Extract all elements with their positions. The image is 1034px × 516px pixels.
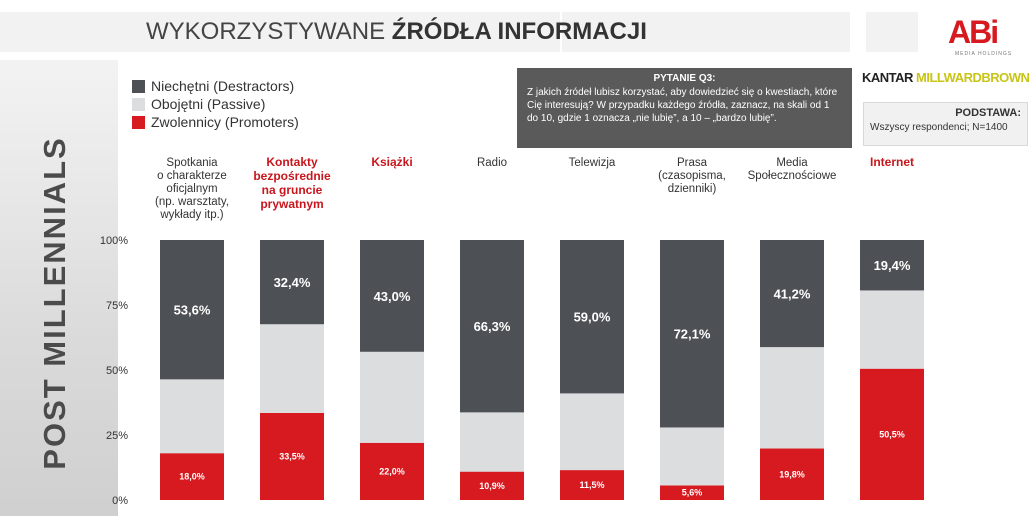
question-text: Z jakich źródeł lubisz korzystać, aby do… bbox=[527, 87, 838, 124]
legend-item-passive: Obojętni (Passive) bbox=[132, 95, 299, 113]
bar-segment-passive bbox=[460, 412, 524, 472]
bar-segment-promoters bbox=[660, 485, 724, 500]
category-label: Spotkania bbox=[166, 157, 218, 169]
legend-swatch-passive bbox=[132, 97, 145, 111]
bar-segment-promoters bbox=[560, 470, 624, 500]
category-label: Prasa bbox=[677, 157, 708, 169]
y-tick-label: 25% bbox=[106, 430, 128, 442]
category-label: dzienniki) bbox=[668, 183, 717, 195]
bar-segment-destractors bbox=[460, 240, 524, 413]
category-label: oficjalnym bbox=[166, 183, 217, 195]
title-bar-segment bbox=[866, 12, 918, 52]
category-label: Społecznościowe bbox=[748, 170, 837, 182]
category-label: o charakterze bbox=[157, 170, 227, 182]
bar-segment-passive bbox=[360, 351, 424, 443]
title-bar-segment bbox=[562, 12, 850, 52]
bar-segment-passive bbox=[260, 324, 324, 413]
category-label: Książki bbox=[371, 155, 412, 169]
data-label-promoters: 18,0% bbox=[179, 472, 205, 482]
bar-segment-promoters bbox=[860, 368, 924, 500]
bar-segment-destractors bbox=[360, 240, 424, 352]
data-label-promoters: 5,6% bbox=[682, 488, 703, 498]
bar-segment-destractors bbox=[160, 240, 224, 380]
data-label-promoters: 19,8% bbox=[779, 469, 805, 479]
category-label: Radio bbox=[477, 157, 507, 169]
bar-segment-passive bbox=[160, 379, 224, 454]
data-label-destractors: 41,2% bbox=[774, 287, 811, 302]
base-text: Wszyscy respondenci; N=1400 bbox=[870, 122, 1008, 133]
category-label: prywatnym bbox=[260, 197, 323, 211]
data-label-destractors: 32,4% bbox=[274, 275, 311, 290]
abi-logo-subtitle: MEDIA HOLDINGS bbox=[955, 51, 1013, 57]
data-label-destractors: 43,0% bbox=[374, 289, 411, 304]
bar-segment-destractors bbox=[260, 240, 324, 325]
data-label-promoters: 10,9% bbox=[479, 481, 505, 491]
legend-swatch-promoters bbox=[132, 115, 145, 129]
question-heading: PYTANIE Q3: bbox=[653, 73, 716, 84]
category-label: bezpośrednie bbox=[253, 169, 331, 183]
kantar-logo-text: KANTAR bbox=[862, 70, 913, 85]
bar-segment-destractors bbox=[760, 240, 824, 348]
bar-segment-promoters bbox=[460, 471, 524, 500]
data-label-destractors: 53,6% bbox=[174, 303, 211, 318]
base-box: PODSTAWA: Wszyscy respondenci; N=1400 bbox=[863, 102, 1028, 146]
category-label: wykłady itp.) bbox=[159, 209, 223, 221]
title-bar bbox=[0, 12, 560, 52]
background-photo bbox=[0, 60, 118, 516]
page-title-bold: ŹRÓDŁA INFORMACJI bbox=[391, 18, 647, 45]
category-label: Telewizja bbox=[569, 157, 616, 169]
legend-swatch-destractors bbox=[132, 79, 145, 93]
y-tick-label: 50% bbox=[106, 365, 128, 377]
bar-segment-promoters bbox=[360, 442, 424, 500]
base-heading: PODSTAWA: bbox=[955, 107, 1021, 119]
page-title-normal: WYKORZYSTYWANE bbox=[146, 18, 386, 45]
question-box: PYTANIE Q3: Z jakich źródeł lubisz korzy… bbox=[517, 68, 852, 148]
data-label-destractors: 72,1% bbox=[674, 327, 711, 342]
chart-legend: Niechętni (Destractors) Obojętni (Passiv… bbox=[132, 77, 299, 131]
y-tick-label: 100% bbox=[100, 235, 128, 247]
legend-label-destractors: Niechętni (Destractors) bbox=[151, 78, 295, 94]
legend-item-promoters: Zwolennicy (Promoters) bbox=[132, 113, 299, 131]
bar-segment-promoters bbox=[160, 453, 224, 500]
y-tick-label: 75% bbox=[106, 300, 128, 312]
data-label-promoters: 50,5% bbox=[879, 429, 905, 439]
data-label-promoters: 22,0% bbox=[379, 466, 405, 476]
data-label-destractors: 59,0% bbox=[574, 310, 611, 325]
bar-segment-passive bbox=[860, 290, 924, 369]
legend-label-promoters: Zwolennicy (Promoters) bbox=[151, 114, 299, 130]
category-label: Internet bbox=[870, 155, 914, 169]
category-label: (np. warsztaty, bbox=[155, 196, 229, 208]
bar-segment-passive bbox=[660, 427, 724, 486]
millwardbrown-logo-text: MILLWARDBROWN bbox=[916, 70, 1030, 85]
category-label: Media bbox=[776, 157, 808, 169]
category-label: Kontakty bbox=[266, 155, 318, 169]
kantar-logo: KANTAR MILLWARDBROWN bbox=[862, 70, 1030, 85]
bar-segment-destractors bbox=[860, 240, 924, 291]
data-label-promoters: 33,5% bbox=[279, 451, 305, 461]
bar-segment-destractors bbox=[560, 240, 624, 394]
legend-label-passive: Obojętni (Passive) bbox=[151, 96, 266, 112]
category-label: (czasopisma, bbox=[658, 170, 726, 182]
bar-segment-passive bbox=[560, 393, 624, 471]
y-tick-label: 0% bbox=[112, 495, 128, 507]
bar-segment-destractors bbox=[660, 240, 724, 428]
page-title: WYKORZYSTYWANE ŹRÓDŁA INFORMACJI bbox=[146, 18, 647, 46]
data-label-promoters: 11,5% bbox=[579, 480, 604, 490]
data-label-destractors: 19,4% bbox=[874, 258, 911, 273]
data-label-destractors: 66,3% bbox=[474, 319, 511, 334]
legend-item-destractors: Niechętni (Destractors) bbox=[132, 77, 299, 95]
bar-segment-passive bbox=[760, 347, 824, 449]
abi-logo: ABi bbox=[948, 14, 999, 50]
category-label: na gruncie bbox=[262, 183, 323, 197]
bar-segment-promoters bbox=[260, 412, 324, 500]
bar-segment-promoters bbox=[760, 448, 824, 500]
